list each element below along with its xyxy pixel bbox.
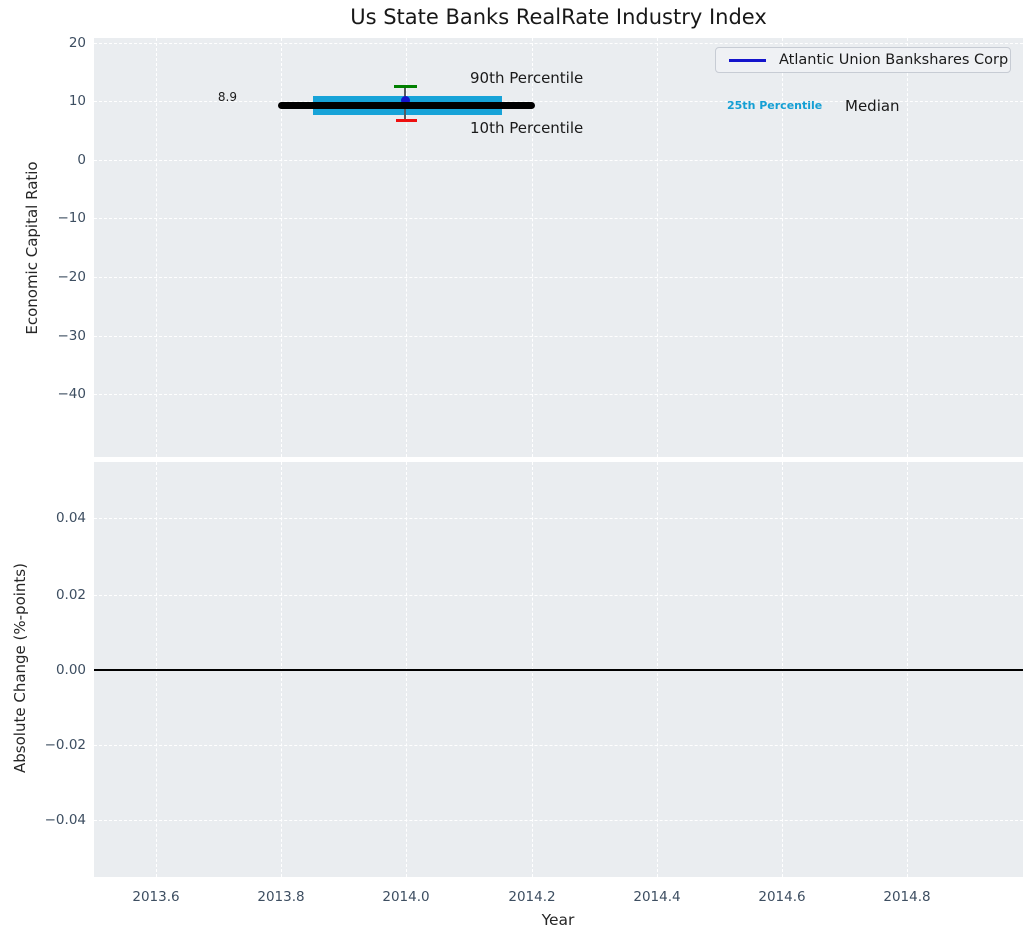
median-line <box>278 102 535 109</box>
gridline <box>156 38 157 457</box>
gridline <box>782 38 783 457</box>
ytick-label: 0.00 <box>55 662 86 678</box>
ytick-label: −0.02 <box>44 737 86 753</box>
ytick-label: 10 <box>68 93 86 109</box>
bottom-axes <box>94 462 1023 877</box>
percentile-90-cap <box>394 85 417 88</box>
x-axis-label: Year <box>541 911 575 929</box>
top-y-axis-label: Economic Capital Ratio <box>23 161 41 335</box>
gridline <box>94 277 1023 278</box>
xtick-label: 2013.6 <box>132 889 180 905</box>
ytick-label: 0.02 <box>55 587 86 603</box>
xtick-label: 2014.2 <box>508 889 556 905</box>
gridline <box>281 38 282 457</box>
gridline <box>907 38 908 457</box>
gridline <box>94 394 1023 395</box>
bottom-y-axis-label: Absolute Change (%-points) <box>11 563 29 773</box>
legend-label: Atlantic Union Bankshares Corp <box>779 52 1009 68</box>
ytick-label: 0.04 <box>55 510 86 526</box>
gridline <box>532 38 533 457</box>
p25-annotation: 25th Percentile <box>727 99 823 112</box>
xtick-label: 2013.8 <box>257 889 305 905</box>
company-point <box>401 96 410 105</box>
gridline <box>94 820 1023 821</box>
p90-annotation: 90th Percentile <box>470 69 584 87</box>
gridline <box>94 101 1023 102</box>
gridline <box>94 160 1023 161</box>
ytick-label: −10 <box>57 210 87 226</box>
legend-line-swatch <box>729 58 766 62</box>
ytick-label: 0 <box>77 152 86 168</box>
company-value-label: 8.9 <box>217 90 237 104</box>
ytick-label: 20 <box>68 35 86 51</box>
gridline <box>94 336 1023 337</box>
xtick-label: 2014.4 <box>633 889 681 905</box>
ytick-label: −30 <box>57 328 87 344</box>
xtick-label: 2014.8 <box>883 889 931 905</box>
figure-title: Us State Banks RealRate Industry Index <box>350 5 767 29</box>
xtick-label: 2014.6 <box>758 889 806 905</box>
xtick-label: 2014.0 <box>382 889 430 905</box>
gridline <box>94 218 1023 219</box>
ytick-label: −20 <box>57 269 87 285</box>
p10-annotation: 10th Percentile <box>470 119 584 137</box>
legend: Atlantic Union Bankshares Corp <box>715 47 1011 73</box>
gridline <box>94 595 1023 596</box>
ytick-label: −40 <box>57 386 87 402</box>
top-axes: 8.9 90th Percentile 10th Percentile 25th… <box>94 38 1023 457</box>
gridline <box>94 43 1023 44</box>
median-annotation: Median <box>845 97 900 115</box>
ytick-label: −0.04 <box>44 812 86 828</box>
gridline <box>657 38 658 457</box>
gridline <box>406 38 407 457</box>
gridline <box>94 518 1023 519</box>
gridline <box>94 745 1023 746</box>
percentile-10-cap <box>396 119 417 122</box>
zero-change-line <box>94 669 1023 671</box>
